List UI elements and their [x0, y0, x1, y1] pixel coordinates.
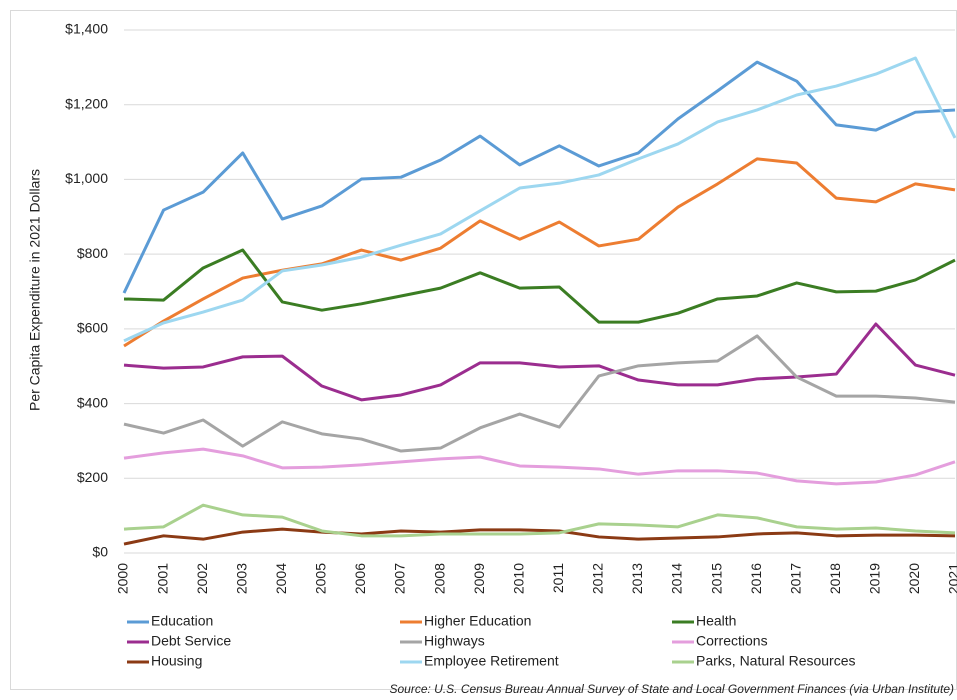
legend-label: Education — [151, 613, 213, 629]
x-tick-label: 2020 — [906, 563, 922, 594]
y-tick-label: $800 — [77, 245, 108, 261]
x-tick-label: 2006 — [352, 563, 368, 594]
y-tick-label: $1,200 — [65, 95, 108, 111]
series-line — [123, 248, 956, 324]
y-tick-label: $200 — [77, 469, 108, 485]
x-tick-label: 2011 — [550, 563, 566, 593]
y-tick-label: $400 — [77, 394, 108, 410]
x-tick-label: 2003 — [233, 563, 249, 594]
series-line — [123, 447, 956, 486]
x-tick-label: 2001 — [154, 563, 170, 594]
x-tick-label: 2016 — [748, 563, 764, 594]
x-tick-label: 2019 — [867, 563, 883, 594]
y-tick-label: $0 — [92, 544, 108, 560]
x-tick-label: 2015 — [708, 563, 724, 594]
x-tick-label: 2004 — [273, 563, 289, 594]
x-tick-label: 2017 — [787, 563, 803, 594]
legend-label: Employee Retirement — [424, 653, 559, 669]
series-line — [123, 56, 957, 343]
x-tick-label: 2014 — [669, 563, 685, 594]
x-tick-label: 2021 — [946, 563, 957, 594]
x-tick-label: 2010 — [510, 563, 526, 594]
series-line — [123, 503, 956, 538]
x-tick-label: 2002 — [194, 563, 210, 594]
x-tick-label: 2005 — [313, 563, 329, 594]
y-tick-label: $600 — [77, 320, 108, 336]
legend-label: Corrections — [696, 633, 768, 649]
series-line — [123, 334, 956, 453]
x-tick-label: 2007 — [392, 563, 408, 594]
x-tick-label: 2000 — [115, 563, 131, 594]
series-line — [123, 322, 956, 402]
source-note: Source: U.S. Census Bureau Annual Survey… — [389, 682, 954, 696]
legend-label: Parks, Natural Resources — [696, 653, 856, 669]
series-line — [122, 60, 956, 294]
legend-label: Higher Education — [424, 613, 531, 629]
y-tick-label: $1,000 — [65, 170, 108, 186]
x-tick-label: 2012 — [590, 563, 606, 594]
x-tick-label: 2009 — [471, 563, 487, 594]
legend-label: Debt Service — [151, 633, 231, 649]
x-tick-label: 2018 — [827, 563, 843, 594]
y-axis-title: Per Capita Expenditure in 2021 Dollars — [27, 169, 43, 411]
legend-label: Health — [696, 613, 736, 629]
x-tick-label: 2008 — [431, 563, 447, 594]
y-tick-label: $1,400 — [65, 21, 108, 37]
legend-label: Housing — [151, 653, 202, 669]
legend-label: Highways — [424, 633, 485, 649]
series-line — [123, 527, 956, 546]
x-tick-label: 2013 — [629, 563, 645, 594]
